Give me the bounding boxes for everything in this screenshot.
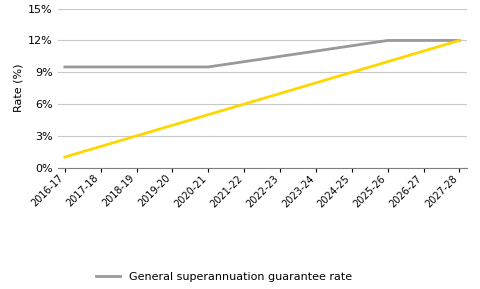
General superannuation guarantee rate [97, 65, 103, 69]
Norfolk Island transitional rate [205, 113, 211, 116]
Norfolk Island transitional rate [312, 81, 318, 85]
General superannuation guarantee rate [205, 65, 211, 69]
Norfolk Island transitional rate [241, 102, 247, 106]
Norfolk Island transitional rate [456, 39, 461, 42]
Line: General superannuation guarantee rate: General superannuation guarantee rate [65, 40, 458, 67]
Y-axis label: Rate (%): Rate (%) [14, 64, 24, 112]
General superannuation guarantee rate [169, 65, 175, 69]
General superannuation guarantee rate [62, 65, 68, 69]
General superannuation guarantee rate [241, 60, 247, 63]
General superannuation guarantee rate [133, 65, 139, 69]
Legend: General superannuation guarantee rate, Norfolk Island transitional rate: General superannuation guarantee rate, N… [96, 272, 352, 289]
Line: Norfolk Island transitional rate: Norfolk Island transitional rate [65, 40, 458, 157]
Norfolk Island transitional rate [276, 92, 282, 95]
Norfolk Island transitional rate [384, 60, 390, 63]
General superannuation guarantee rate [348, 44, 354, 47]
Norfolk Island transitional rate [169, 123, 175, 127]
General superannuation guarantee rate [312, 49, 318, 53]
General superannuation guarantee rate [276, 55, 282, 58]
Norfolk Island transitional rate [420, 49, 426, 53]
Norfolk Island transitional rate [62, 155, 68, 159]
General superannuation guarantee rate [456, 39, 461, 42]
General superannuation guarantee rate [420, 39, 426, 42]
Norfolk Island transitional rate [133, 134, 139, 138]
General superannuation guarantee rate [384, 39, 390, 42]
Norfolk Island transitional rate [348, 71, 354, 74]
Norfolk Island transitional rate [97, 145, 103, 148]
